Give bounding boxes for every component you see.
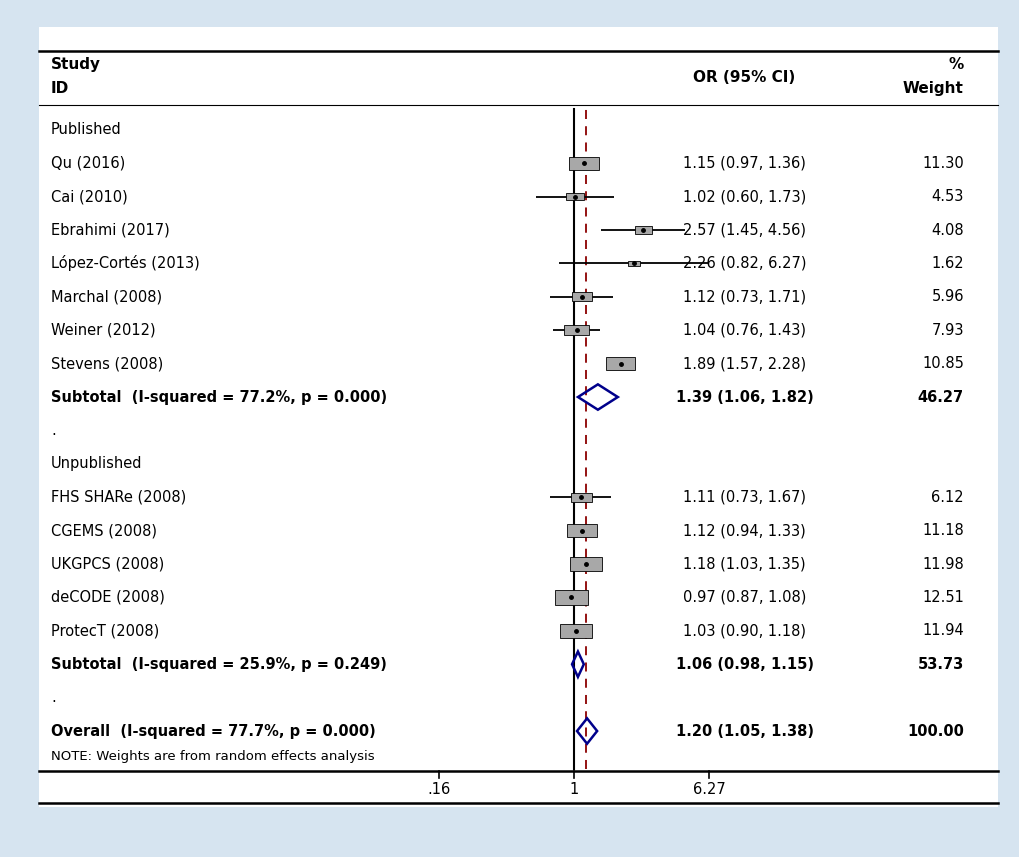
Text: 1.18 (1.03, 1.35): 1.18 (1.03, 1.35) bbox=[683, 556, 805, 572]
Text: 11.94: 11.94 bbox=[921, 623, 963, 638]
Text: 1.15 (0.97, 1.36): 1.15 (0.97, 1.36) bbox=[683, 156, 805, 171]
Text: Stevens (2008): Stevens (2008) bbox=[51, 357, 163, 371]
Text: 11.18: 11.18 bbox=[921, 523, 963, 538]
FancyBboxPatch shape bbox=[566, 193, 583, 201]
Text: Weiner (2012): Weiner (2012) bbox=[51, 323, 156, 338]
Text: 11.98: 11.98 bbox=[921, 556, 963, 572]
Text: 1.20 (1.05, 1.38): 1.20 (1.05, 1.38) bbox=[675, 723, 813, 739]
Text: %: % bbox=[948, 57, 963, 72]
Text: 6.12: 6.12 bbox=[930, 489, 963, 505]
Text: 2.26 (0.82, 6.27): 2.26 (0.82, 6.27) bbox=[682, 256, 806, 271]
Text: ProtecT (2008): ProtecT (2008) bbox=[51, 623, 159, 638]
Text: 1.03 (0.90, 1.18): 1.03 (0.90, 1.18) bbox=[683, 623, 805, 638]
Text: .16: .16 bbox=[427, 782, 449, 797]
Text: 1.06 (0.98, 1.15): 1.06 (0.98, 1.15) bbox=[675, 656, 813, 672]
Text: Weight: Weight bbox=[902, 81, 963, 96]
Text: Marchal (2008): Marchal (2008) bbox=[51, 290, 162, 304]
Text: Ebrahimi (2017): Ebrahimi (2017) bbox=[51, 223, 169, 237]
Text: Unpublished: Unpublished bbox=[51, 456, 143, 471]
Text: 12.51: 12.51 bbox=[921, 590, 963, 605]
Text: López-Cortés (2013): López-Cortés (2013) bbox=[51, 255, 200, 272]
Text: CGEMS (2008): CGEMS (2008) bbox=[51, 523, 157, 538]
Text: 4.53: 4.53 bbox=[930, 189, 963, 204]
Text: 1: 1 bbox=[569, 782, 578, 797]
Text: 6.27: 6.27 bbox=[692, 782, 725, 797]
FancyBboxPatch shape bbox=[572, 292, 592, 302]
Text: Qu (2016): Qu (2016) bbox=[51, 156, 125, 171]
Text: Cai (2010): Cai (2010) bbox=[51, 189, 127, 204]
Text: deCODE (2008): deCODE (2008) bbox=[51, 590, 165, 605]
FancyBboxPatch shape bbox=[567, 524, 596, 537]
Text: OR (95% CI): OR (95% CI) bbox=[693, 70, 795, 86]
Text: 1.62: 1.62 bbox=[930, 256, 963, 271]
Text: 100.00: 100.00 bbox=[906, 723, 963, 739]
Text: Subtotal  (I-squared = 77.2%, p = 0.000): Subtotal (I-squared = 77.2%, p = 0.000) bbox=[51, 390, 387, 405]
FancyBboxPatch shape bbox=[634, 226, 651, 234]
FancyBboxPatch shape bbox=[564, 325, 588, 335]
Text: 1.89 (1.57, 2.28): 1.89 (1.57, 2.28) bbox=[683, 357, 805, 371]
Text: 1.12 (0.73, 1.71): 1.12 (0.73, 1.71) bbox=[683, 290, 805, 304]
Text: Study: Study bbox=[51, 57, 101, 72]
Text: 1.39 (1.06, 1.82): 1.39 (1.06, 1.82) bbox=[675, 390, 813, 405]
Text: Published: Published bbox=[51, 123, 121, 137]
Text: 46.27: 46.27 bbox=[917, 390, 963, 405]
Text: Overall  (I-squared = 77.7%, p = 0.000): Overall (I-squared = 77.7%, p = 0.000) bbox=[51, 723, 375, 739]
Text: UKGPCS (2008): UKGPCS (2008) bbox=[51, 556, 164, 572]
Text: FHS SHARe (2008): FHS SHARe (2008) bbox=[51, 489, 186, 505]
Text: ID: ID bbox=[51, 81, 69, 96]
Text: .: . bbox=[51, 690, 56, 705]
Text: 5.96: 5.96 bbox=[930, 290, 963, 304]
FancyBboxPatch shape bbox=[554, 590, 587, 604]
FancyBboxPatch shape bbox=[569, 157, 598, 170]
Text: 53.73: 53.73 bbox=[917, 656, 963, 672]
FancyBboxPatch shape bbox=[39, 27, 997, 807]
FancyBboxPatch shape bbox=[605, 357, 635, 370]
Text: 10.85: 10.85 bbox=[921, 357, 963, 371]
Text: 1.11 (0.73, 1.67): 1.11 (0.73, 1.67) bbox=[683, 489, 805, 505]
Text: NOTE: Weights are from random effects analysis: NOTE: Weights are from random effects an… bbox=[51, 750, 374, 763]
FancyBboxPatch shape bbox=[627, 261, 639, 267]
FancyBboxPatch shape bbox=[570, 557, 601, 571]
Text: .: . bbox=[51, 423, 56, 438]
Text: 0.97 (0.87, 1.08): 0.97 (0.87, 1.08) bbox=[683, 590, 805, 605]
Text: 2.57 (1.45, 4.56): 2.57 (1.45, 4.56) bbox=[683, 223, 805, 237]
Text: 1.12 (0.94, 1.33): 1.12 (0.94, 1.33) bbox=[683, 523, 805, 538]
FancyBboxPatch shape bbox=[559, 624, 591, 638]
Text: 1.02 (0.60, 1.73): 1.02 (0.60, 1.73) bbox=[683, 189, 805, 204]
Text: 7.93: 7.93 bbox=[930, 323, 963, 338]
Text: 4.08: 4.08 bbox=[930, 223, 963, 237]
Text: 1.04 (0.76, 1.43): 1.04 (0.76, 1.43) bbox=[683, 323, 805, 338]
Text: Subtotal  (I-squared = 25.9%, p = 0.249): Subtotal (I-squared = 25.9%, p = 0.249) bbox=[51, 656, 386, 672]
Text: 11.30: 11.30 bbox=[921, 156, 963, 171]
FancyBboxPatch shape bbox=[571, 493, 591, 501]
